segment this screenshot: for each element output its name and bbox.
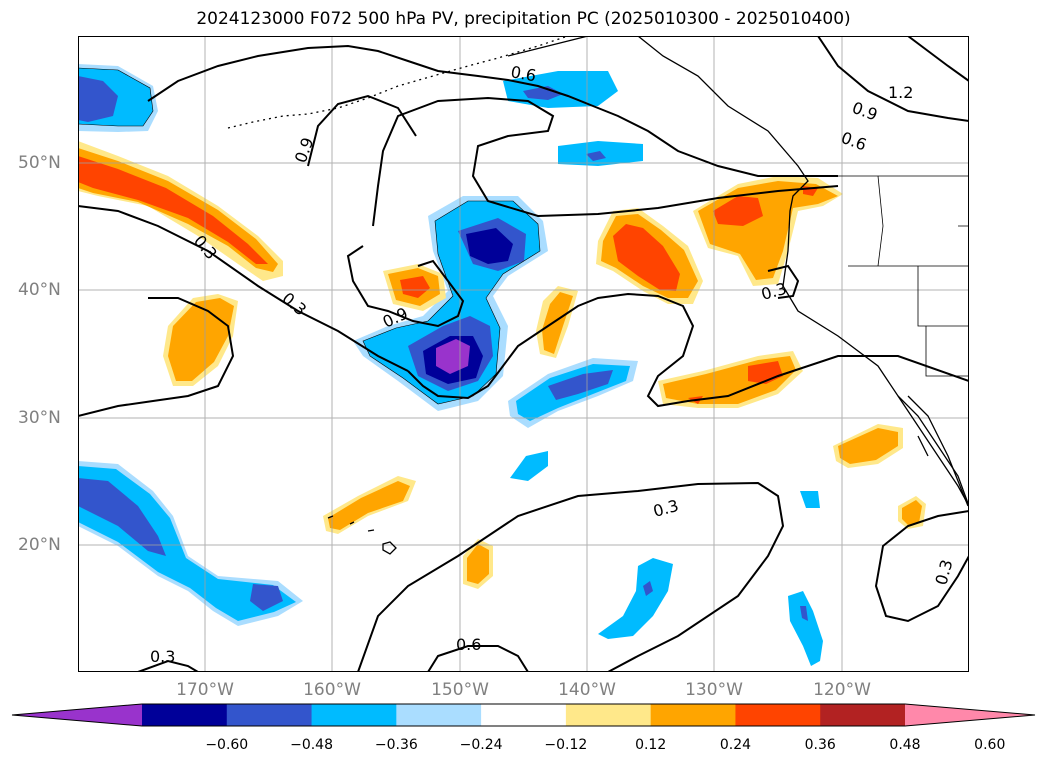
colorbar-tick-label: −0.24 bbox=[459, 737, 503, 753]
colorbar-segment bbox=[226, 704, 313, 726]
longitude-label: 120°W bbox=[813, 680, 871, 700]
map-frame bbox=[78, 36, 969, 672]
latitude-label: 30°N bbox=[18, 408, 61, 428]
precip-negative-region bbox=[78, 478, 283, 611]
contour-label: 0.6 bbox=[839, 128, 869, 155]
precip-positive-region bbox=[168, 298, 234, 381]
latitude-label: 40°N bbox=[18, 280, 61, 300]
longitude-label: 170°W bbox=[176, 680, 234, 700]
latitude-label: 50°N bbox=[18, 153, 61, 173]
colorbar-tick-label: −0.36 bbox=[374, 737, 418, 753]
contour-label: 0.9 bbox=[291, 135, 318, 165]
longitude-label: 160°W bbox=[303, 680, 361, 700]
colorbar-tick-label: 0.48 bbox=[889, 737, 921, 753]
colorbar-tick-label: 0.24 bbox=[719, 737, 752, 753]
precip-shading bbox=[78, 64, 926, 666]
contour-label: 0.9 bbox=[850, 98, 880, 125]
pv-contours bbox=[78, 36, 969, 672]
precip-positive-region bbox=[613, 224, 680, 291]
precip-positive-region bbox=[78, 156, 268, 264]
colorbar-segment bbox=[820, 704, 906, 726]
precip-outlines bbox=[78, 67, 541, 405]
colorbar-segment bbox=[735, 704, 821, 726]
colorbar-segment bbox=[142, 704, 228, 726]
colorbar-outline bbox=[11, 703, 1036, 727]
colorbar-segment bbox=[12, 704, 142, 726]
map-panel: 0.6 1.2 0.9 0.6 0.9 0.3 0.3 0.9 0.3 0.3 … bbox=[78, 36, 969, 672]
precip-positive-region bbox=[328, 481, 410, 530]
precip-negative-region bbox=[436, 339, 470, 374]
colorbar-segment bbox=[311, 704, 397, 726]
precip-positive-region bbox=[542, 292, 573, 354]
latitude-label: 20°N bbox=[18, 535, 61, 555]
graticule bbox=[78, 36, 969, 672]
contour-label: 0.6 bbox=[509, 62, 537, 85]
precip-negative-region bbox=[800, 606, 808, 621]
precip-negative-region bbox=[78, 76, 118, 122]
precip-positive-region bbox=[400, 276, 430, 298]
colorbar-segment bbox=[650, 704, 736, 726]
colorbar-tick-label: −0.60 bbox=[205, 737, 249, 753]
longitude-label: 150°W bbox=[431, 680, 489, 700]
colorbar-segment bbox=[396, 704, 482, 726]
precip-negative-region bbox=[800, 491, 820, 508]
map-title: 2024123000 F072 500 hPa PV, precipitatio… bbox=[196, 9, 851, 29]
colorbar-tick-label: 0.36 bbox=[804, 737, 836, 753]
colorbar-segment bbox=[905, 704, 1035, 726]
precip-negative-region bbox=[503, 71, 618, 108]
colorbar-segment bbox=[481, 704, 567, 726]
precip-negative-region bbox=[598, 558, 673, 639]
precip-negative-region bbox=[510, 451, 548, 481]
precip-positive-region bbox=[713, 186, 818, 226]
precip-negative-region bbox=[523, 86, 563, 100]
precip-positive-region bbox=[467, 544, 489, 584]
precip-negative-region bbox=[643, 581, 653, 596]
coastlines bbox=[227, 36, 969, 555]
precip-positive-region bbox=[838, 428, 898, 464]
contour-label: 0.6 bbox=[456, 635, 481, 654]
longitude-label: 140°W bbox=[558, 680, 616, 700]
precip-positive-region bbox=[688, 361, 783, 404]
contour-labels: 0.6 1.2 0.9 0.6 0.9 0.3 0.3 0.9 0.3 0.3 … bbox=[150, 62, 956, 666]
precip-negative-region bbox=[548, 370, 613, 400]
colorbar-tick-label: −0.48 bbox=[290, 737, 333, 753]
precip-positive-region bbox=[902, 500, 922, 525]
precip-negative-region bbox=[788, 591, 823, 666]
colorbar-segment bbox=[565, 704, 652, 726]
colorbar-tick-label: 0.60 bbox=[974, 737, 1006, 753]
longitude-label: 130°W bbox=[685, 680, 743, 700]
contour-label: 0.3 bbox=[150, 647, 175, 666]
colorbar bbox=[11, 703, 1036, 727]
contour-label: 1.2 bbox=[888, 83, 913, 102]
colorbar-tick-label: −0.12 bbox=[544, 737, 588, 753]
precip-negative-region bbox=[586, 151, 606, 161]
colorbar-tick-label: 0.12 bbox=[635, 737, 667, 753]
contour-label: 0.3 bbox=[651, 496, 681, 521]
